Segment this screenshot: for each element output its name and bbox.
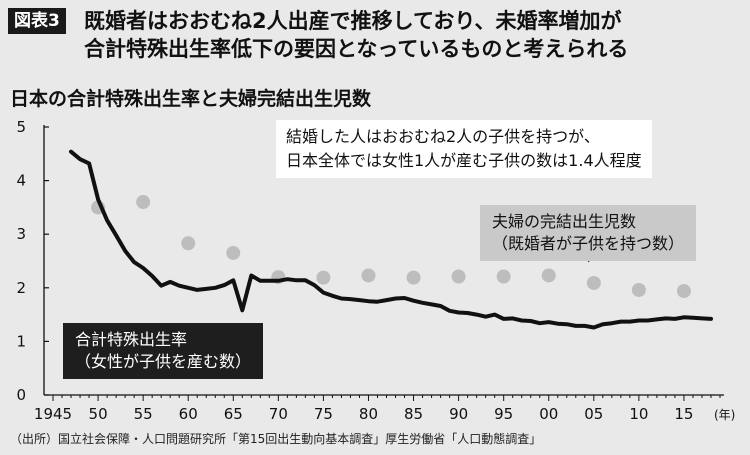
x-tick-label: 1945 xyxy=(34,405,72,423)
completed-births-point xyxy=(676,284,691,299)
x-tick-label: 00 xyxy=(539,405,558,423)
callout-line-2: 日本全体では女性1人が産む子供の数は1.4人程度 xyxy=(286,151,642,170)
y-tick-label: 0 xyxy=(16,386,26,404)
x-tick-label: 80 xyxy=(359,405,378,423)
completed-births-point xyxy=(451,269,466,284)
completed-births-point xyxy=(406,270,421,285)
x-tick-label: 90 xyxy=(449,405,468,423)
x-tick-label: 60 xyxy=(179,405,198,423)
figure-label: 図表3 xyxy=(8,8,66,34)
completed-births-point xyxy=(361,268,376,283)
fertility-rate-line xyxy=(69,149,713,330)
legend-label-completed-births-line-2: （既婚者が子供を持つ数） xyxy=(492,234,685,253)
callout-box: 結婚した人はおおむね2人の子供を持つが、 日本全体では女性1人が産む子供の数は1… xyxy=(276,120,652,178)
x-tick-label: 05 xyxy=(584,405,603,423)
chart-title: 日本の合計特殊出生率と夫婦完結出生児数 xyxy=(10,88,372,110)
headline-line-2: 合計特殊出生率低下の要因となっているものと考えられる xyxy=(84,37,629,61)
source-note: （出所）国立社会保障・人口問題研究所「第15回出生動向基本調査」厚生労働省「人口… xyxy=(10,432,542,446)
y-tick-label: 4 xyxy=(16,172,26,190)
x-tick-label: 70 xyxy=(269,405,288,423)
completed-births-point xyxy=(541,268,556,283)
x-tick-label: 85 xyxy=(404,405,423,423)
x-axis-unit: (年) xyxy=(714,408,735,422)
legend-label-fertility-rate: 合計特殊出生率 （女性が子供を産む数） xyxy=(63,323,264,379)
y-tick-label: 1 xyxy=(16,332,26,350)
completed-births-point xyxy=(496,269,511,284)
x-tick-label: 10 xyxy=(629,405,648,423)
y-tick-label: 2 xyxy=(16,279,26,297)
legend-label-completed-births: 夫婦の完結出生児数 （既婚者が子供を持つ数） xyxy=(480,205,697,261)
legend-label-fertility-rate-line-1: 合計特殊出生率 xyxy=(75,330,188,349)
x-tick-label: 75 xyxy=(314,405,333,423)
y-tick-label: 5 xyxy=(16,118,26,136)
completed-births-point xyxy=(181,236,196,251)
y-tick-label: 3 xyxy=(16,225,26,243)
headline-line-1: 既婚者はおおむね2人出産で推移しており、未婚率増加が xyxy=(84,9,622,33)
legend-label-fertility-rate-line-2: （女性が子供を産む数） xyxy=(75,352,252,371)
completed-births-point xyxy=(586,275,601,290)
x-tick-label: 55 xyxy=(134,405,153,423)
x-tick-label: 65 xyxy=(224,405,243,423)
legend-label-completed-births-line-1: 夫婦の完結出生児数 xyxy=(492,212,637,231)
completed-births-point xyxy=(226,245,241,260)
completed-births-point xyxy=(136,195,151,210)
x-tick-label: 50 xyxy=(89,405,108,423)
completed-births-point xyxy=(316,270,331,285)
x-tick-label: 15 xyxy=(674,405,693,423)
completed-births-point xyxy=(631,282,646,297)
x-tick-label: 95 xyxy=(494,405,513,423)
callout-line-1: 結婚した人はおおむね2人の子供を持つが、 xyxy=(286,127,600,146)
